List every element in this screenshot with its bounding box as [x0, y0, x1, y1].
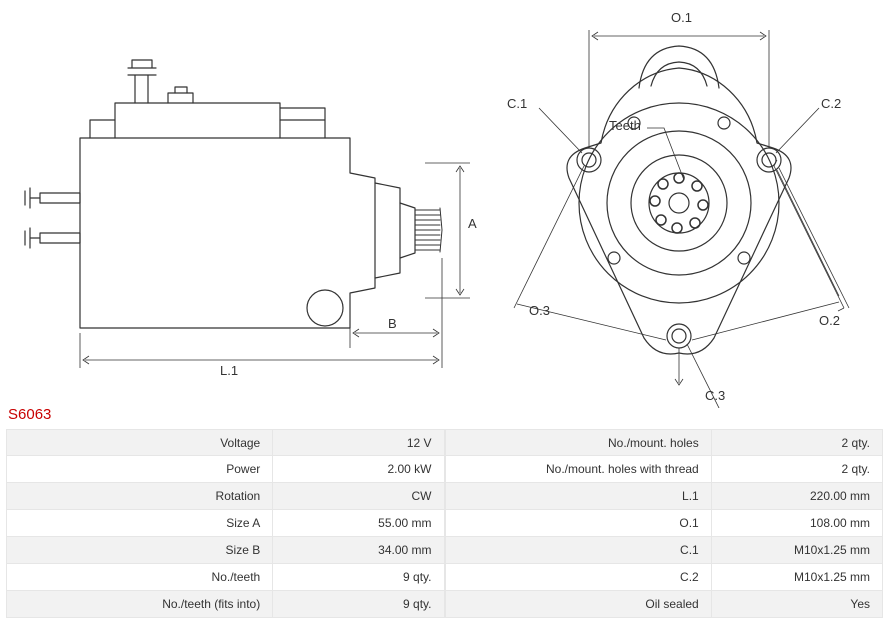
- spec-col-right: No./mount. holes 2 qty. No./mount. holes…: [445, 429, 884, 618]
- dim-label-b: B: [388, 316, 397, 331]
- spec-label: No./mount. holes with thread: [446, 462, 711, 476]
- dim-label-o3: O.3: [529, 303, 550, 318]
- spec-label: C.2: [446, 570, 711, 584]
- dim-label-a: A: [468, 216, 477, 231]
- table-row: No./teeth (fits into) 9 qty.: [6, 591, 445, 618]
- spec-col-left: Voltage 12 V Power 2.00 kW Rotation CW S…: [6, 429, 445, 618]
- spec-label: No./teeth (fits into): [7, 597, 272, 611]
- spec-label: Voltage: [7, 436, 272, 450]
- table-row: L.1 220.00 mm: [445, 483, 884, 510]
- spec-value: Yes: [711, 591, 882, 617]
- spec-label: Oil sealed: [446, 597, 711, 611]
- table-row: Size B 34.00 mm: [6, 537, 445, 564]
- spec-label: C.1: [446, 543, 711, 557]
- diagram-side-view: A B L.1: [20, 8, 480, 378]
- spec-label: No./mount. holes: [446, 436, 711, 450]
- spec-value: 9 qty.: [272, 591, 443, 617]
- spec-value: 2.00 kW: [272, 456, 443, 482]
- table-row: Oil sealed Yes: [445, 591, 884, 618]
- dim-label-c1: C.1: [507, 96, 527, 111]
- dim-label-c3: C.3: [705, 388, 725, 403]
- spec-label: Rotation: [7, 489, 272, 503]
- spec-label: O.1: [446, 516, 711, 530]
- spec-value: M10x1.25 mm: [711, 537, 882, 563]
- spec-value: 55.00 mm: [272, 510, 443, 536]
- diagram-area: A B L.1: [0, 0, 889, 400]
- spec-value: 9 qty.: [272, 564, 443, 590]
- spec-table: Voltage 12 V Power 2.00 kW Rotation CW S…: [0, 429, 889, 618]
- dim-label-teeth: Teeth: [609, 118, 641, 133]
- table-row: C.2 M10x1.25 mm: [445, 564, 884, 591]
- table-row: Power 2.00 kW: [6, 456, 445, 483]
- spec-value: 2 qty.: [711, 456, 882, 482]
- table-row: C.1 M10x1.25 mm: [445, 537, 884, 564]
- spec-value: 12 V: [272, 430, 443, 455]
- spec-value: 108.00 mm: [711, 510, 882, 536]
- spec-value: 34.00 mm: [272, 537, 443, 563]
- dim-label-o1: O.1: [671, 10, 692, 25]
- table-row: O.1 108.00 mm: [445, 510, 884, 537]
- dim-label-o2: O.2: [819, 313, 840, 328]
- dim-label-l1: L.1: [220, 363, 238, 378]
- dim-label-c2: C.2: [821, 96, 841, 111]
- spec-value: CW: [272, 483, 443, 509]
- diagram-front-view: O.1 C.1 C.2 Teeth O.2 O.3 C.3: [489, 8, 869, 408]
- spec-value: 220.00 mm: [711, 483, 882, 509]
- table-row: No./mount. holes with thread 2 qty.: [445, 456, 884, 483]
- table-row: No./teeth 9 qty.: [6, 564, 445, 591]
- table-row: Rotation CW: [6, 483, 445, 510]
- table-row: No./mount. holes 2 qty.: [445, 429, 884, 456]
- spec-label: Size B: [7, 543, 272, 557]
- spec-label: L.1: [446, 489, 711, 503]
- spec-label: Power: [7, 462, 272, 476]
- spec-value: 2 qty.: [711, 430, 882, 455]
- table-row: Voltage 12 V: [6, 429, 445, 456]
- spec-label: No./teeth: [7, 570, 272, 584]
- spec-value: M10x1.25 mm: [711, 564, 882, 590]
- table-row: Size A 55.00 mm: [6, 510, 445, 537]
- spec-label: Size A: [7, 516, 272, 530]
